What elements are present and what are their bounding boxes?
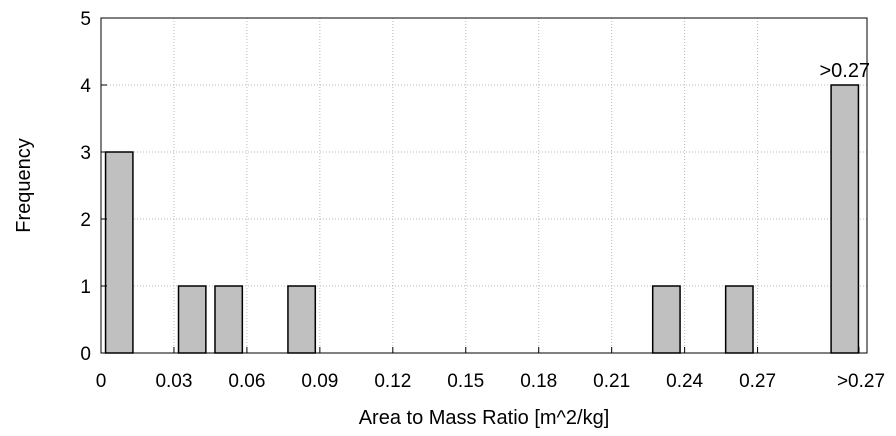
y-tick-label: 3 xyxy=(80,143,91,164)
histogram-bar xyxy=(104,151,134,354)
grid-lines xyxy=(101,18,867,353)
x-tick-label: 0.06 xyxy=(228,371,265,392)
y-tick-label: 2 xyxy=(80,210,91,231)
y-tick-label: 0 xyxy=(80,344,91,365)
x-tick-label: 0.27 xyxy=(739,371,776,392)
histogram-bar xyxy=(830,84,860,354)
bars xyxy=(104,84,860,354)
x-tick-label: 0.09 xyxy=(301,371,338,392)
histogram-bar xyxy=(724,285,754,354)
histogram-bar xyxy=(214,285,244,354)
histogram-bar xyxy=(177,285,207,354)
histogram-bar xyxy=(651,285,681,354)
tick-labels: 0 1 2 3 4 5 0 0.03 0.06 0.09 0.12 0.15 0.18 0.21 0.24 0… xyxy=(80,9,885,392)
plot-frame xyxy=(100,17,868,354)
x-tick-label: 0.15 xyxy=(447,371,484,392)
y-tick-label: 1 xyxy=(80,277,91,298)
overflow-annotation: >0.27 xyxy=(819,60,870,82)
x-tick-label: 0.12 xyxy=(374,371,411,392)
x-tick-label: 0 xyxy=(96,371,107,392)
x-tick-label: 0.18 xyxy=(520,371,557,392)
y-tick-label: 4 xyxy=(80,76,91,97)
x-tick-label: 0.21 xyxy=(593,371,630,392)
y-axis-title: Frequency xyxy=(13,138,35,233)
x-tick-label: 0.03 xyxy=(155,371,192,392)
x-tick-label: >0.27 xyxy=(837,371,885,392)
histogram-bar xyxy=(287,285,317,354)
y-tick-label: 5 xyxy=(80,9,91,30)
x-axis-title: Area to Mass Ratio [m^2/kg] xyxy=(359,407,610,429)
x-tick-label: 0.24 xyxy=(666,371,703,392)
